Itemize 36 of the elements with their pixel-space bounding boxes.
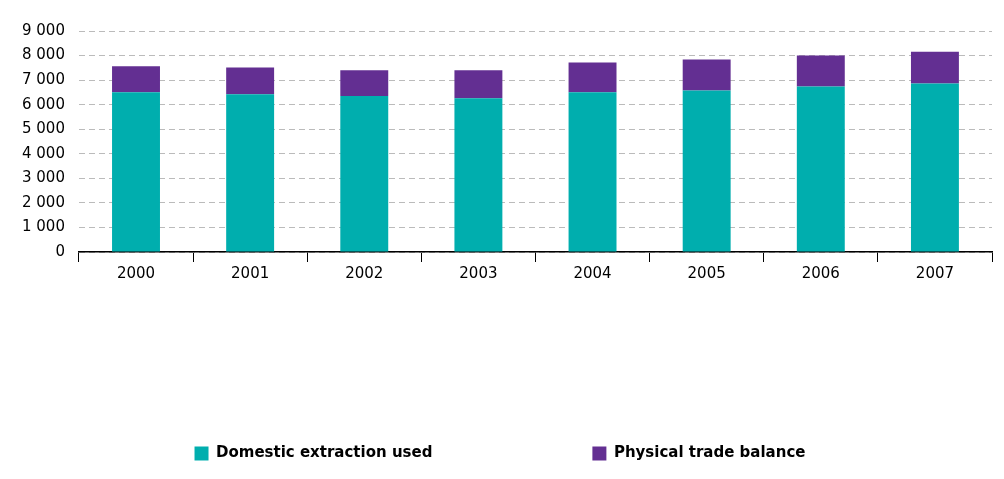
bar (112, 92, 160, 252)
bar (340, 70, 389, 97)
x-tick-label: 2002 (345, 263, 384, 282)
y-tick-label: 3 000 (21, 168, 65, 187)
y-tick-label: 9 000 (21, 20, 65, 39)
x-tick-label: 2003 (459, 263, 498, 282)
legend-label: Domestic extraction used (216, 443, 433, 462)
x-tick-label: 2000 (116, 263, 156, 282)
y-tick-label: 4 000 (21, 143, 65, 162)
bar (910, 83, 959, 252)
bar (112, 66, 160, 93)
y-tick-label: 8 000 (21, 45, 65, 64)
x-tick-label: 2005 (687, 263, 726, 282)
bar (796, 55, 845, 87)
bar (568, 92, 617, 252)
x-tick-label: 2006 (801, 263, 840, 282)
x-tick-label: 2004 (573, 263, 612, 282)
bar (226, 94, 275, 252)
x-tick-label: 2001 (231, 263, 270, 282)
y-tick-label: 6 000 (21, 94, 65, 113)
y-tick-label: 0 (55, 241, 65, 260)
bar (454, 70, 503, 99)
y-tick-label: 1 000 (21, 217, 65, 236)
bar (682, 59, 731, 91)
legend-label: Physical trade balance (613, 443, 806, 462)
bar (454, 98, 503, 252)
bar (910, 51, 959, 84)
bar (226, 67, 275, 95)
x-tick-label: 2007 (915, 263, 955, 282)
bar (568, 62, 617, 93)
y-tick-label: 5 000 (21, 119, 65, 138)
bar (340, 96, 389, 252)
y-tick-label: 2 000 (21, 192, 65, 211)
y-tick-label: 7 000 (21, 70, 65, 88)
bar (796, 86, 845, 252)
bar (682, 90, 731, 252)
